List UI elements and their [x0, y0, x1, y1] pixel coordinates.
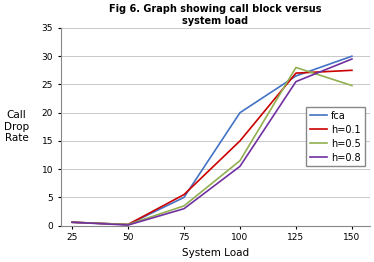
h=0.8	[238, 165, 242, 168]
h=0.5	[70, 221, 74, 224]
h=0.8	[126, 223, 130, 227]
Line: h=0.1: h=0.1	[72, 70, 352, 225]
Line: h=0.5: h=0.5	[72, 68, 352, 225]
h=0.5	[238, 159, 242, 162]
h=0.1	[182, 193, 186, 196]
h=0.1	[294, 72, 298, 75]
fca	[294, 74, 298, 78]
h=0.8	[70, 221, 74, 224]
fca	[70, 221, 74, 224]
h=0.5	[350, 84, 354, 87]
h=0.5	[294, 66, 298, 69]
h=0.1	[126, 223, 130, 226]
Y-axis label: Call
Drop
Rate: Call Drop Rate	[4, 110, 29, 143]
h=0.8	[294, 80, 298, 83]
Legend: fca, h=0.1, h=0.5, h=0.8: fca, h=0.1, h=0.5, h=0.8	[306, 107, 365, 166]
h=0.1	[350, 69, 354, 72]
X-axis label: System Load: System Load	[182, 248, 249, 258]
fca	[126, 223, 130, 226]
Line: fca: fca	[72, 56, 352, 225]
Title: Fig 6. Graph showing call block versus
system load: Fig 6. Graph showing call block versus s…	[109, 4, 322, 26]
h=0.8	[182, 207, 186, 210]
h=0.1	[238, 139, 242, 143]
h=0.1	[70, 221, 74, 224]
fca	[182, 196, 186, 199]
Line: h=0.8: h=0.8	[72, 59, 352, 225]
fca	[238, 111, 242, 114]
h=0.5	[126, 223, 130, 226]
fca	[350, 54, 354, 58]
h=0.8	[350, 57, 354, 61]
h=0.5	[182, 204, 186, 208]
